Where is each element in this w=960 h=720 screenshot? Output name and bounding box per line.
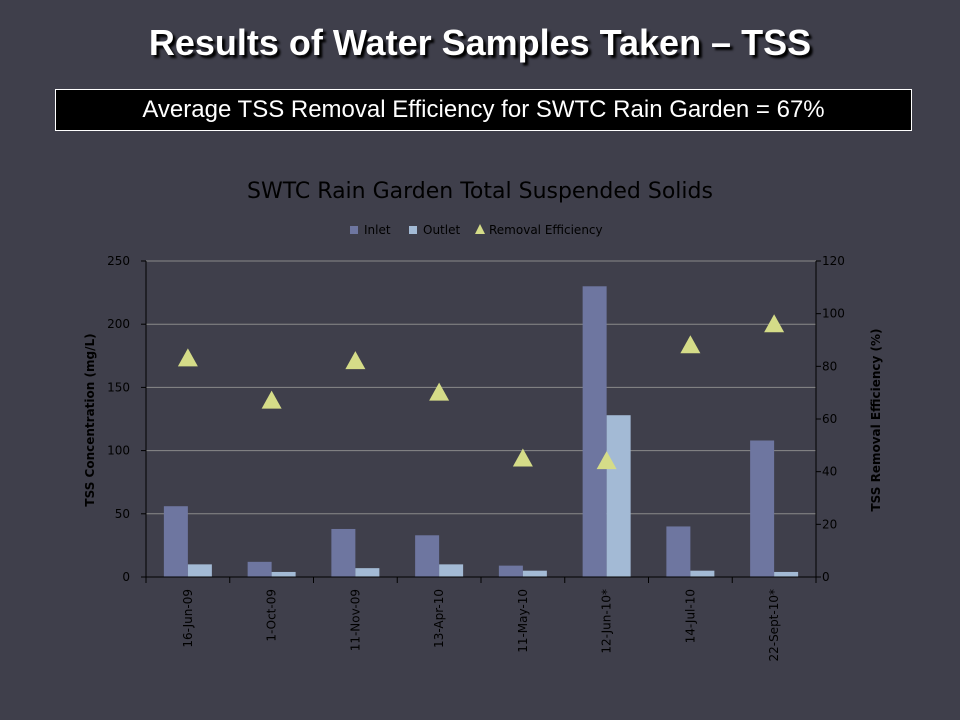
removal-efficiency-point [177,348,198,367]
x-tick-label: 13-Apr-10 [432,589,446,648]
chart-legend: Inlet Outlet Removal Efficiency [350,223,603,237]
removal-efficiency-point [512,448,533,467]
x-tick-label: 14-Jul-10 [683,589,697,643]
y-tick-label: 50 [115,507,130,521]
y2-tick-label: 20 [822,517,837,531]
legend-label: Inlet [364,223,391,237]
removal-efficiency-point [680,335,701,354]
inlet-bar [750,440,775,577]
x-tick-label: 1-Oct-09 [265,589,279,642]
removal-efficiency-point [596,451,617,470]
inlet-bar [582,286,607,577]
slide-title: Results of Water Samples Taken – TSS [148,22,812,63]
summary-box: Average TSS Removal Efficiency for SWTC … [55,89,912,131]
y2-tick-label: 0 [822,570,830,584]
inlet-bar [331,528,356,577]
inlet-bar [163,506,188,577]
y-tick-label: 0 [122,570,130,584]
y-tick-label: 150 [107,380,130,394]
chart-markers [177,314,785,470]
y-axis-label: TSS Concentration (mg/L) [83,333,97,506]
removal-efficiency-point [429,382,450,401]
chart-bars [163,286,799,577]
outlet-bar [439,564,464,577]
y2-axis-label: TSS Removal Efficiency (%) [869,328,883,511]
inlet-bar [415,535,440,577]
x-tick-label: 16-Jun-09 [181,589,195,648]
y2-tick-label: 80 [822,359,837,373]
legend-swatch-outlet [409,226,417,234]
x-tick-label: 12-Jun-10* [600,589,614,654]
outlet-bar [522,570,547,577]
legend-label: Removal Efficiency [489,223,603,237]
outlet-bar [774,571,799,577]
outlet-bar [690,570,715,577]
legend-label: Outlet [423,223,460,237]
y2-tick-label: 40 [822,465,837,479]
y-tick-label: 100 [107,444,130,458]
chart-axes: 0 50 100 150 200 250 0 20 40 60 80 100 120 16-Jun-09 1… [107,254,845,662]
removal-efficiency-point [261,390,282,409]
inlet-bar [247,561,272,577]
outlet-bar [355,568,380,577]
outlet-bar [606,415,631,577]
removal-efficiency-point [345,351,366,370]
legend-swatch-inlet [350,226,358,234]
x-tick-label: 11-Nov-09 [348,589,362,651]
y2-tick-label: 120 [822,254,845,268]
y-tick-label: 200 [107,317,130,331]
legend-swatch-removal [475,224,485,234]
y-tick-label: 250 [107,254,130,268]
chart-title: SWTC Rain Garden Total Suspended Solids [247,179,713,204]
chart-gridlines [146,260,816,515]
x-tick-label: 22-Sept-10* [767,589,781,662]
x-tick-label: 11-May-10 [516,589,530,653]
removal-efficiency-point [764,314,785,333]
inlet-bar [666,526,691,577]
inlet-bar [498,565,523,577]
outlet-bar [187,564,212,577]
y2-tick-label: 100 [822,307,845,321]
y2-tick-label: 60 [822,412,837,426]
outlet-bar [271,571,296,577]
